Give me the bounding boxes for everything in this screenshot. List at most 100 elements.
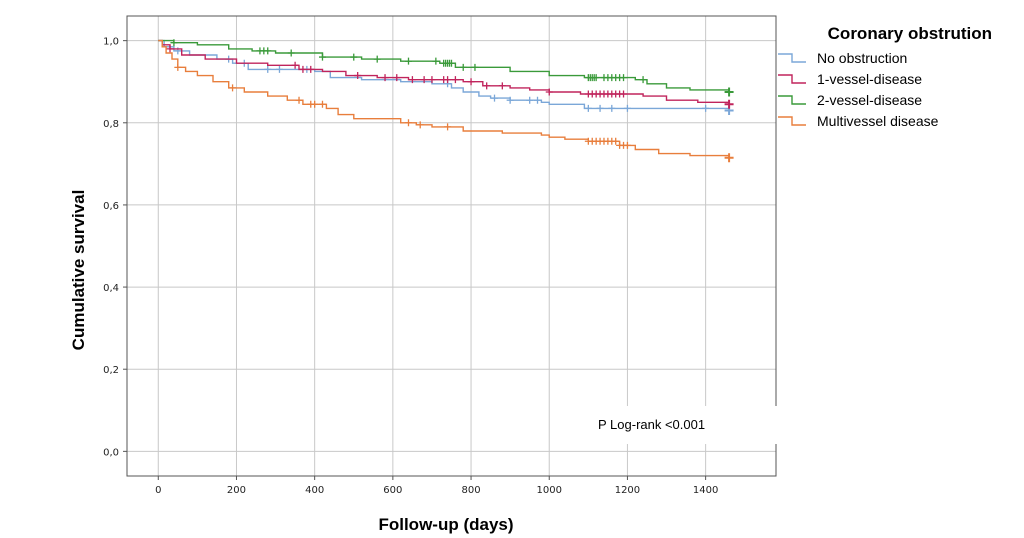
censor-mark bbox=[373, 55, 381, 63]
censor-mark bbox=[264, 65, 272, 73]
censor-mark bbox=[483, 82, 491, 90]
censor-mark bbox=[229, 84, 237, 92]
x-tick-label: 200 bbox=[227, 485, 246, 496]
censor-mark bbox=[393, 74, 401, 82]
censor-mark bbox=[444, 76, 452, 84]
legend-swatch bbox=[778, 74, 806, 84]
censor-mark bbox=[299, 65, 307, 73]
survival-curve bbox=[158, 39, 730, 92]
censor-mark bbox=[584, 104, 592, 112]
y-tick-label: 0,2 bbox=[103, 365, 119, 376]
censor-mark bbox=[404, 57, 412, 65]
legend-swatch bbox=[778, 53, 806, 63]
y-tick-label: 0,8 bbox=[103, 119, 119, 130]
y-tick-label: 0,0 bbox=[103, 447, 119, 458]
censor-mark bbox=[420, 76, 428, 84]
legend-label: 1-vessel-disease bbox=[817, 71, 922, 87]
censor-mark bbox=[448, 59, 455, 67]
censor-mark bbox=[612, 137, 620, 145]
survival-curve bbox=[158, 39, 730, 105]
censor-mark bbox=[620, 90, 628, 98]
x-axis-title: Follow-up (days) bbox=[378, 515, 513, 534]
legend-item: 1-vessel-disease bbox=[778, 71, 922, 87]
censor-mark bbox=[428, 76, 436, 84]
x-axis-ticks: 0 200 400 600 800 1000 1200 1400 bbox=[155, 476, 718, 496]
censor-mark bbox=[444, 123, 452, 131]
legend: Coronary obstrution No obstruction 1-vess… bbox=[778, 24, 992, 129]
series-4 bbox=[158, 39, 734, 163]
censor-mark bbox=[275, 65, 283, 73]
censor-mark bbox=[408, 76, 416, 84]
legend-swatch bbox=[778, 116, 806, 126]
censor-mark bbox=[623, 104, 631, 112]
censor-mark bbox=[307, 65, 315, 73]
y-tick-label: 1,0 bbox=[103, 37, 119, 48]
legend-item: Multivessel disease bbox=[778, 113, 939, 129]
censor-mark bbox=[639, 76, 647, 84]
x-tick-label: 600 bbox=[383, 485, 402, 496]
x-tick-label: 1200 bbox=[615, 485, 640, 496]
legend-item: 2-vessel-disease bbox=[778, 92, 922, 108]
censor-mark bbox=[592, 74, 600, 82]
censor-mark bbox=[174, 63, 182, 71]
censor-mark bbox=[264, 47, 272, 55]
censor-mark bbox=[170, 39, 178, 47]
x-tick-label: 1000 bbox=[537, 485, 562, 496]
plot-frame bbox=[126, 15, 777, 477]
censor-mark bbox=[416, 121, 424, 129]
series-2 bbox=[158, 39, 734, 109]
censor-mark bbox=[702, 104, 710, 112]
x-tick-label: 0 bbox=[155, 485, 161, 496]
legend-swatch bbox=[778, 95, 806, 105]
censor-mark bbox=[534, 96, 542, 104]
censor-mark bbox=[545, 88, 553, 96]
legend-title: Coronary obstrution bbox=[828, 24, 992, 43]
p-value-annotation: P Log-rank <0.001 bbox=[598, 417, 705, 432]
censor-mark bbox=[506, 96, 514, 104]
censor-mark bbox=[287, 49, 295, 57]
censor-mark bbox=[354, 72, 362, 80]
censor-mark bbox=[350, 53, 358, 61]
censor-mark bbox=[459, 63, 467, 71]
censor-mark bbox=[318, 100, 326, 108]
censor-mark bbox=[724, 99, 734, 109]
censor-mark bbox=[311, 100, 319, 108]
censor-mark bbox=[724, 153, 734, 163]
censor-mark bbox=[404, 119, 412, 127]
censor-mark bbox=[620, 74, 628, 82]
series-group bbox=[158, 39, 734, 163]
censor-mark bbox=[608, 104, 616, 112]
censor-mark bbox=[381, 74, 389, 82]
y-axis-title: Cumulative survival bbox=[69, 190, 88, 351]
censor-mark bbox=[724, 87, 734, 97]
annotation-box bbox=[585, 406, 777, 444]
censor-mark bbox=[451, 76, 459, 84]
censor-mark bbox=[526, 96, 534, 104]
censor-mark bbox=[467, 78, 475, 86]
survival-curve bbox=[158, 39, 730, 111]
censor-mark bbox=[623, 141, 631, 149]
y-tick-label: 0,4 bbox=[103, 283, 119, 294]
censor-mark bbox=[166, 45, 174, 53]
censor-mark bbox=[491, 94, 499, 102]
censor-mark bbox=[318, 53, 326, 61]
survival-curve bbox=[158, 39, 730, 158]
censor-mark bbox=[291, 61, 299, 69]
censor-mark bbox=[498, 82, 506, 90]
series-1 bbox=[158, 39, 734, 115]
x-tick-label: 400 bbox=[305, 485, 324, 496]
y-axis-ticks: 0,0 0,2 0,4 0,6 0,8 1,0 bbox=[103, 37, 127, 458]
legend-label: Multivessel disease bbox=[817, 113, 939, 129]
x-tick-label: 800 bbox=[462, 485, 481, 496]
censor-mark bbox=[471, 63, 479, 71]
legend-label: No obstruction bbox=[817, 50, 907, 66]
censor-mark bbox=[295, 96, 303, 104]
censor-mark bbox=[432, 57, 440, 65]
y-tick-label: 0,6 bbox=[103, 201, 119, 212]
legend-item: No obstruction bbox=[778, 50, 907, 66]
series-3 bbox=[158, 39, 734, 97]
x-tick-label: 1400 bbox=[693, 485, 718, 496]
legend-label: 2-vessel-disease bbox=[817, 92, 922, 108]
censor-mark bbox=[596, 104, 604, 112]
